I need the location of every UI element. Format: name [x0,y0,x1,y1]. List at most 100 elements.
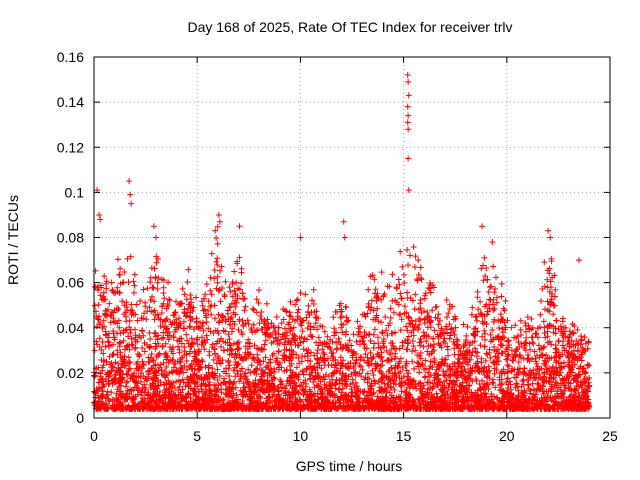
data-point [539,376,546,383]
data-point [486,296,493,303]
data-point [373,398,380,405]
data-point [187,317,194,324]
data-point [412,347,419,354]
data-point [311,352,318,359]
data-point [136,332,143,339]
data-point [149,375,156,382]
data-point [119,392,126,399]
data-point [384,357,391,364]
data-point [165,328,172,335]
data-point [139,398,146,405]
data-point [526,358,533,365]
data-point [178,335,185,342]
data-point [199,358,206,365]
data-point [335,359,342,366]
data-point [183,358,190,365]
data-point [460,342,467,349]
data-point [544,354,551,361]
data-point [241,307,248,314]
data-point [537,311,544,318]
data-point [258,316,265,323]
data-point [123,379,130,386]
data-point [492,274,499,281]
data-point [338,389,345,396]
data-point [380,399,387,406]
data-point [437,378,444,385]
data-point [311,363,318,370]
data-point [472,345,479,352]
data-point [555,393,562,400]
data-point [514,333,521,340]
data-point [383,395,390,402]
data-point [338,313,345,320]
data-point [578,384,585,391]
data-point [368,361,375,368]
data-point [450,338,457,345]
data-point [211,370,218,377]
data-point [582,370,589,377]
data-point [413,385,420,392]
data-point [116,289,123,296]
data-point [490,358,497,365]
data-point [221,293,228,300]
data-point [544,267,551,274]
data-point [491,401,498,408]
data-point [294,316,301,323]
data-point [227,315,234,322]
data-point [190,304,197,311]
data-point [98,282,105,289]
data-point [136,364,143,371]
data-point [120,358,127,365]
data-point [220,327,227,334]
data-point [226,393,233,400]
data-point [177,355,184,362]
data-point [138,370,145,377]
data-point [441,382,448,389]
data-point [390,309,397,316]
data-point [290,354,297,361]
data-point [349,376,356,383]
data-point [316,403,323,410]
data-point [491,370,498,377]
data-point [251,342,258,349]
data-point [391,377,398,384]
data-point [359,366,366,373]
data-point [190,326,197,333]
data-point [377,400,384,407]
data-point [106,342,113,349]
data-point [287,374,294,381]
data-point [362,374,369,381]
data-point [194,378,201,385]
data-point [383,347,390,354]
data-point [427,358,434,365]
data-point [452,372,459,379]
data-point [367,337,374,344]
data-point [311,384,318,391]
data-point [216,373,223,380]
data-point [380,344,387,351]
data-point [445,352,452,359]
data-point [249,379,256,386]
data-point [126,317,133,324]
data-point [343,383,350,390]
data-point [364,379,371,386]
data-point [159,343,166,350]
data-point [144,285,151,292]
data-point [454,359,461,366]
data-point [244,346,251,353]
data-point [472,389,479,396]
data-point [539,286,546,293]
data-point [332,379,339,386]
data-point [397,327,404,334]
data-point [478,311,485,318]
data-point [401,310,408,317]
data-point [179,285,186,292]
data-point [455,365,462,372]
data-point [449,389,456,396]
data-point [216,319,223,326]
data-point [130,278,137,285]
data-point [511,374,518,381]
data-point [145,389,152,396]
data-point [342,373,349,380]
data-point [461,388,468,395]
